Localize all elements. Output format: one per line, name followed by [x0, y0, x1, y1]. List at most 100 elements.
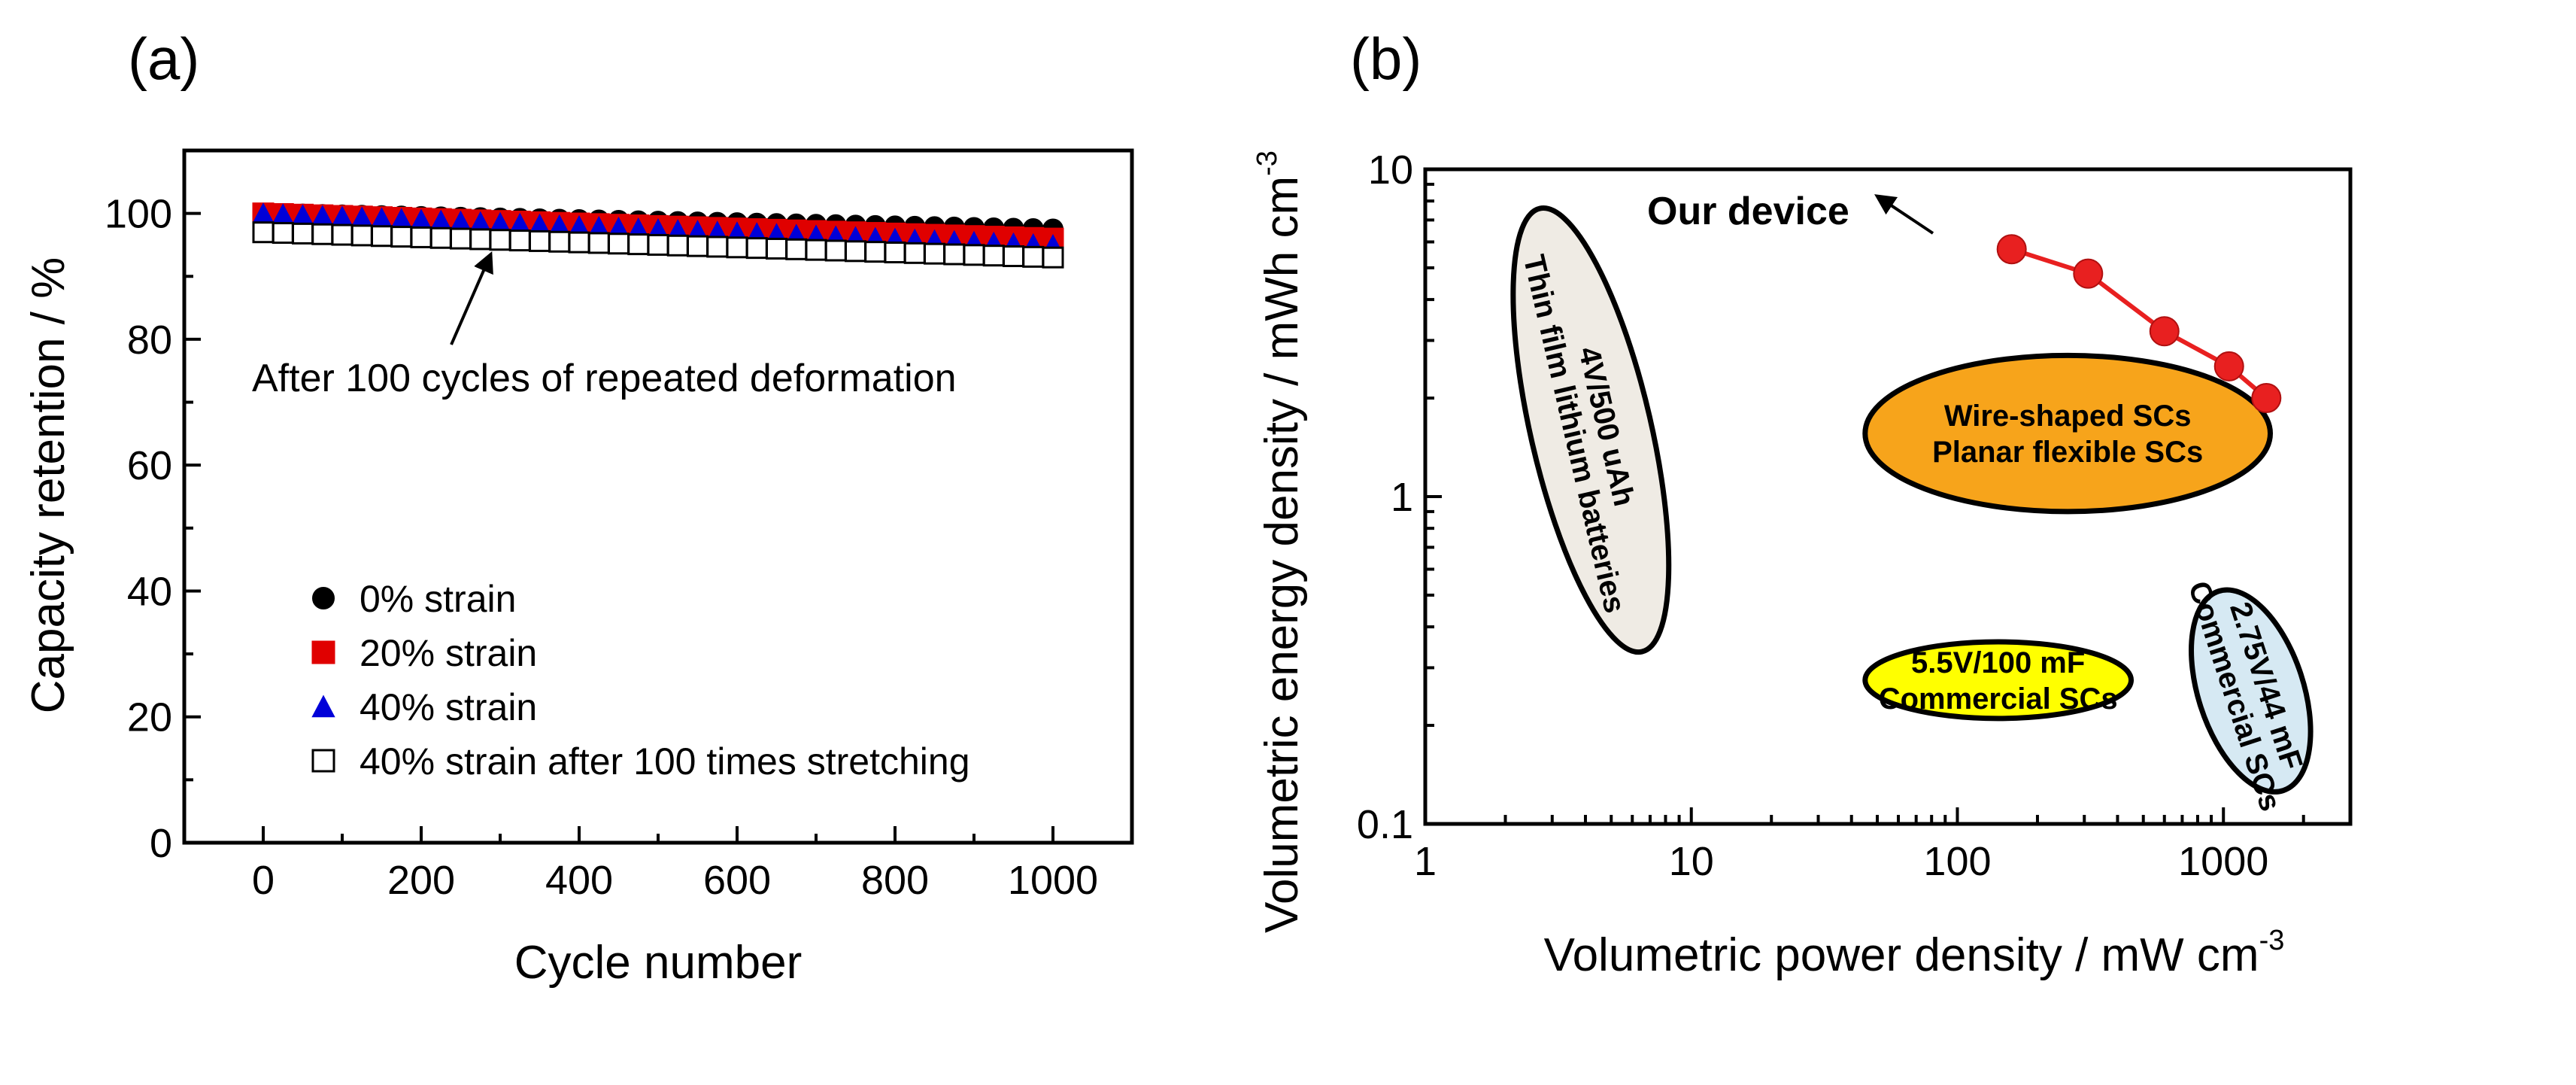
- panel-a-legend-marker: [313, 588, 334, 609]
- panel-a-y-tick-label: 0: [150, 821, 172, 866]
- panel-a-point: [372, 226, 392, 246]
- panel-a-point: [273, 223, 293, 243]
- panel-a-point: [945, 245, 964, 264]
- panel-b-region-ellipse: [1865, 355, 2271, 512]
- panel-a-y-tick-label: 80: [127, 318, 172, 363]
- panel-b-device-point: [2215, 352, 2244, 381]
- panel-a: (a) Capacity retention / % Cycle number …: [23, 26, 1132, 989]
- panel-a-x-tick-label: 600: [703, 858, 771, 903]
- panel-b-region-label: Wire-shaped SCs: [1944, 400, 2192, 433]
- panel-b-x-axis-title: Volumetric power density / mW cm-3: [1544, 925, 2285, 981]
- panel-a-point: [668, 236, 687, 255]
- panel-b: (b) Volumetric energy density / mWh cm-3…: [1252, 26, 2350, 981]
- panel-a-legend-label: 0% strain: [360, 578, 516, 620]
- panel-a-y-tick-label: 20: [127, 695, 172, 740]
- panel-a-point: [984, 246, 1003, 266]
- panel-a-point: [1024, 247, 1043, 266]
- panel-b-x-axis-exponent: -3: [2259, 925, 2285, 956]
- panel-a-point: [629, 235, 648, 254]
- panel-a-point: [569, 232, 589, 252]
- panel-b-device-point: [2150, 317, 2179, 345]
- panel-a-point: [964, 245, 984, 265]
- panel-b-x-tick-label: 100: [1923, 839, 1991, 884]
- panel-a-point: [253, 223, 273, 242]
- panel-b-y-tick-label: 10: [1368, 147, 1413, 193]
- panel-a-point: [767, 239, 787, 258]
- panel-a-point: [451, 229, 471, 248]
- panel-a-y-tick-label: 60: [127, 443, 172, 488]
- panel-b-label: (b): [1350, 26, 1422, 92]
- panel-a-point: [490, 230, 510, 250]
- panel-a-point: [392, 227, 411, 247]
- panel-a-point: [787, 239, 806, 259]
- panel-b-region-5v5: 5.5V/100 mFCommercial SCs: [1865, 642, 2131, 719]
- panel-a-point: [471, 229, 490, 249]
- panel-b-x-axis-title-text: Volumetric power density / mW cm: [1544, 929, 2259, 981]
- panel-a-x-tick-label: 800: [861, 858, 929, 903]
- panel-a-y-tick-label: 40: [127, 569, 172, 614]
- panel-a-point: [688, 236, 708, 256]
- figure: (a) Capacity retention / % Cycle number …: [0, 0, 2576, 1085]
- panel-b-x-tick-label: 1000: [2178, 839, 2268, 884]
- panel-b-x-tick-label: 1: [1414, 839, 1437, 884]
- panel-a-point: [1043, 248, 1063, 267]
- panel-a-point: [747, 239, 766, 258]
- panel-a-point: [293, 223, 313, 243]
- panel-b-y-axis-exponent: -3: [1252, 150, 1283, 176]
- panel-a-point: [313, 224, 332, 244]
- panel-a-point: [846, 242, 866, 261]
- panel-a-legend-label: 40% strain: [360, 686, 537, 728]
- panel-b-region-wire-shaped: Wire-shaped SCsPlanar flexible SCs: [1865, 355, 2271, 512]
- panel-a-point: [589, 233, 608, 253]
- panel-a-point: [806, 240, 826, 260]
- panel-b-y-axis-title: Volumetric energy density / mWh cm-3: [1252, 150, 1308, 933]
- panel-b-region-thin-film: 4V/500 uAhThin film lithium batteries: [1481, 195, 1701, 665]
- panel-a-point: [826, 241, 845, 260]
- panel-b-region-label: Planar flexible SCs: [1932, 436, 2203, 469]
- panel-a-legend-label: 40% strain after 100 times stretching: [360, 740, 970, 783]
- panel-b-region-label: 5.5V/100 mF: [1911, 646, 2085, 679]
- panel-b-region-2v75: 2.75V/44 mFCommercial SCs: [2164, 561, 2338, 821]
- panel-a-annotation-arrow: [451, 255, 490, 345]
- panel-a-y-axis-title: Capacity retention / %: [23, 257, 74, 714]
- panel-a-point: [550, 232, 569, 251]
- panel-a-x-tick-label: 400: [545, 858, 613, 903]
- panel-b-region-group: 2.75V/44 mFCommercial SCs: [2164, 561, 2338, 821]
- panel-a-legend-marker: [313, 697, 334, 717]
- panel-a-point: [648, 235, 668, 254]
- panel-b-device-label: Our device: [1647, 190, 1849, 233]
- panel-a-annotation-text: After 100 cycles of repeated deformation: [252, 357, 957, 400]
- panel-a-x-axis-title: Cycle number: [514, 937, 802, 989]
- panel-a-legend-label: 20% strain: [360, 632, 537, 674]
- panel-a-point: [609, 234, 629, 254]
- panel-a-x-tick-label: 200: [387, 858, 455, 903]
- panel-a-point: [905, 243, 924, 263]
- panel-a-point: [925, 244, 945, 263]
- panel-b-device-point: [2252, 384, 2280, 412]
- panel-b-y-tick-label: 1: [1391, 475, 1413, 520]
- panel-b-region-group: 5.5V/100 mFCommercial SCs: [1865, 642, 2131, 719]
- panel-a-point: [708, 237, 727, 257]
- panel-a-point: [411, 227, 431, 247]
- panel-a-y-tick-label: 100: [105, 192, 172, 237]
- panel-b-device-arrow: [1878, 196, 1933, 233]
- panel-b-region-label: Commercial SCs: [1879, 682, 2118, 716]
- panel-b-region-group: Wire-shaped SCsPlanar flexible SCs: [1865, 355, 2271, 512]
- panel-a-point: [530, 231, 550, 251]
- panel-b-x-tick-label: 10: [1669, 839, 1714, 884]
- panel-a-point: [352, 226, 372, 245]
- panel-b-device-point: [2074, 260, 2102, 288]
- panel-a-point: [727, 238, 747, 257]
- panel-a-point: [866, 242, 885, 262]
- panel-b-device-point: [1998, 235, 2026, 263]
- panel-a-x-tick-label: 0: [252, 858, 275, 903]
- panel-a-x-tick-label: 1000: [1008, 858, 1098, 903]
- panel-a-point: [1004, 247, 1024, 266]
- panel-a-point: [431, 228, 451, 248]
- panel-b-y-tick-label: 0.1: [1357, 802, 1413, 847]
- panel-a-point: [332, 225, 352, 245]
- panel-a-label: (a): [128, 26, 199, 92]
- panel-b-y-axis-title-text: Volumetric energy density / mWh cm: [1256, 176, 1308, 933]
- panel-a-point: [885, 242, 905, 262]
- panel-a-legend-marker: [313, 642, 334, 663]
